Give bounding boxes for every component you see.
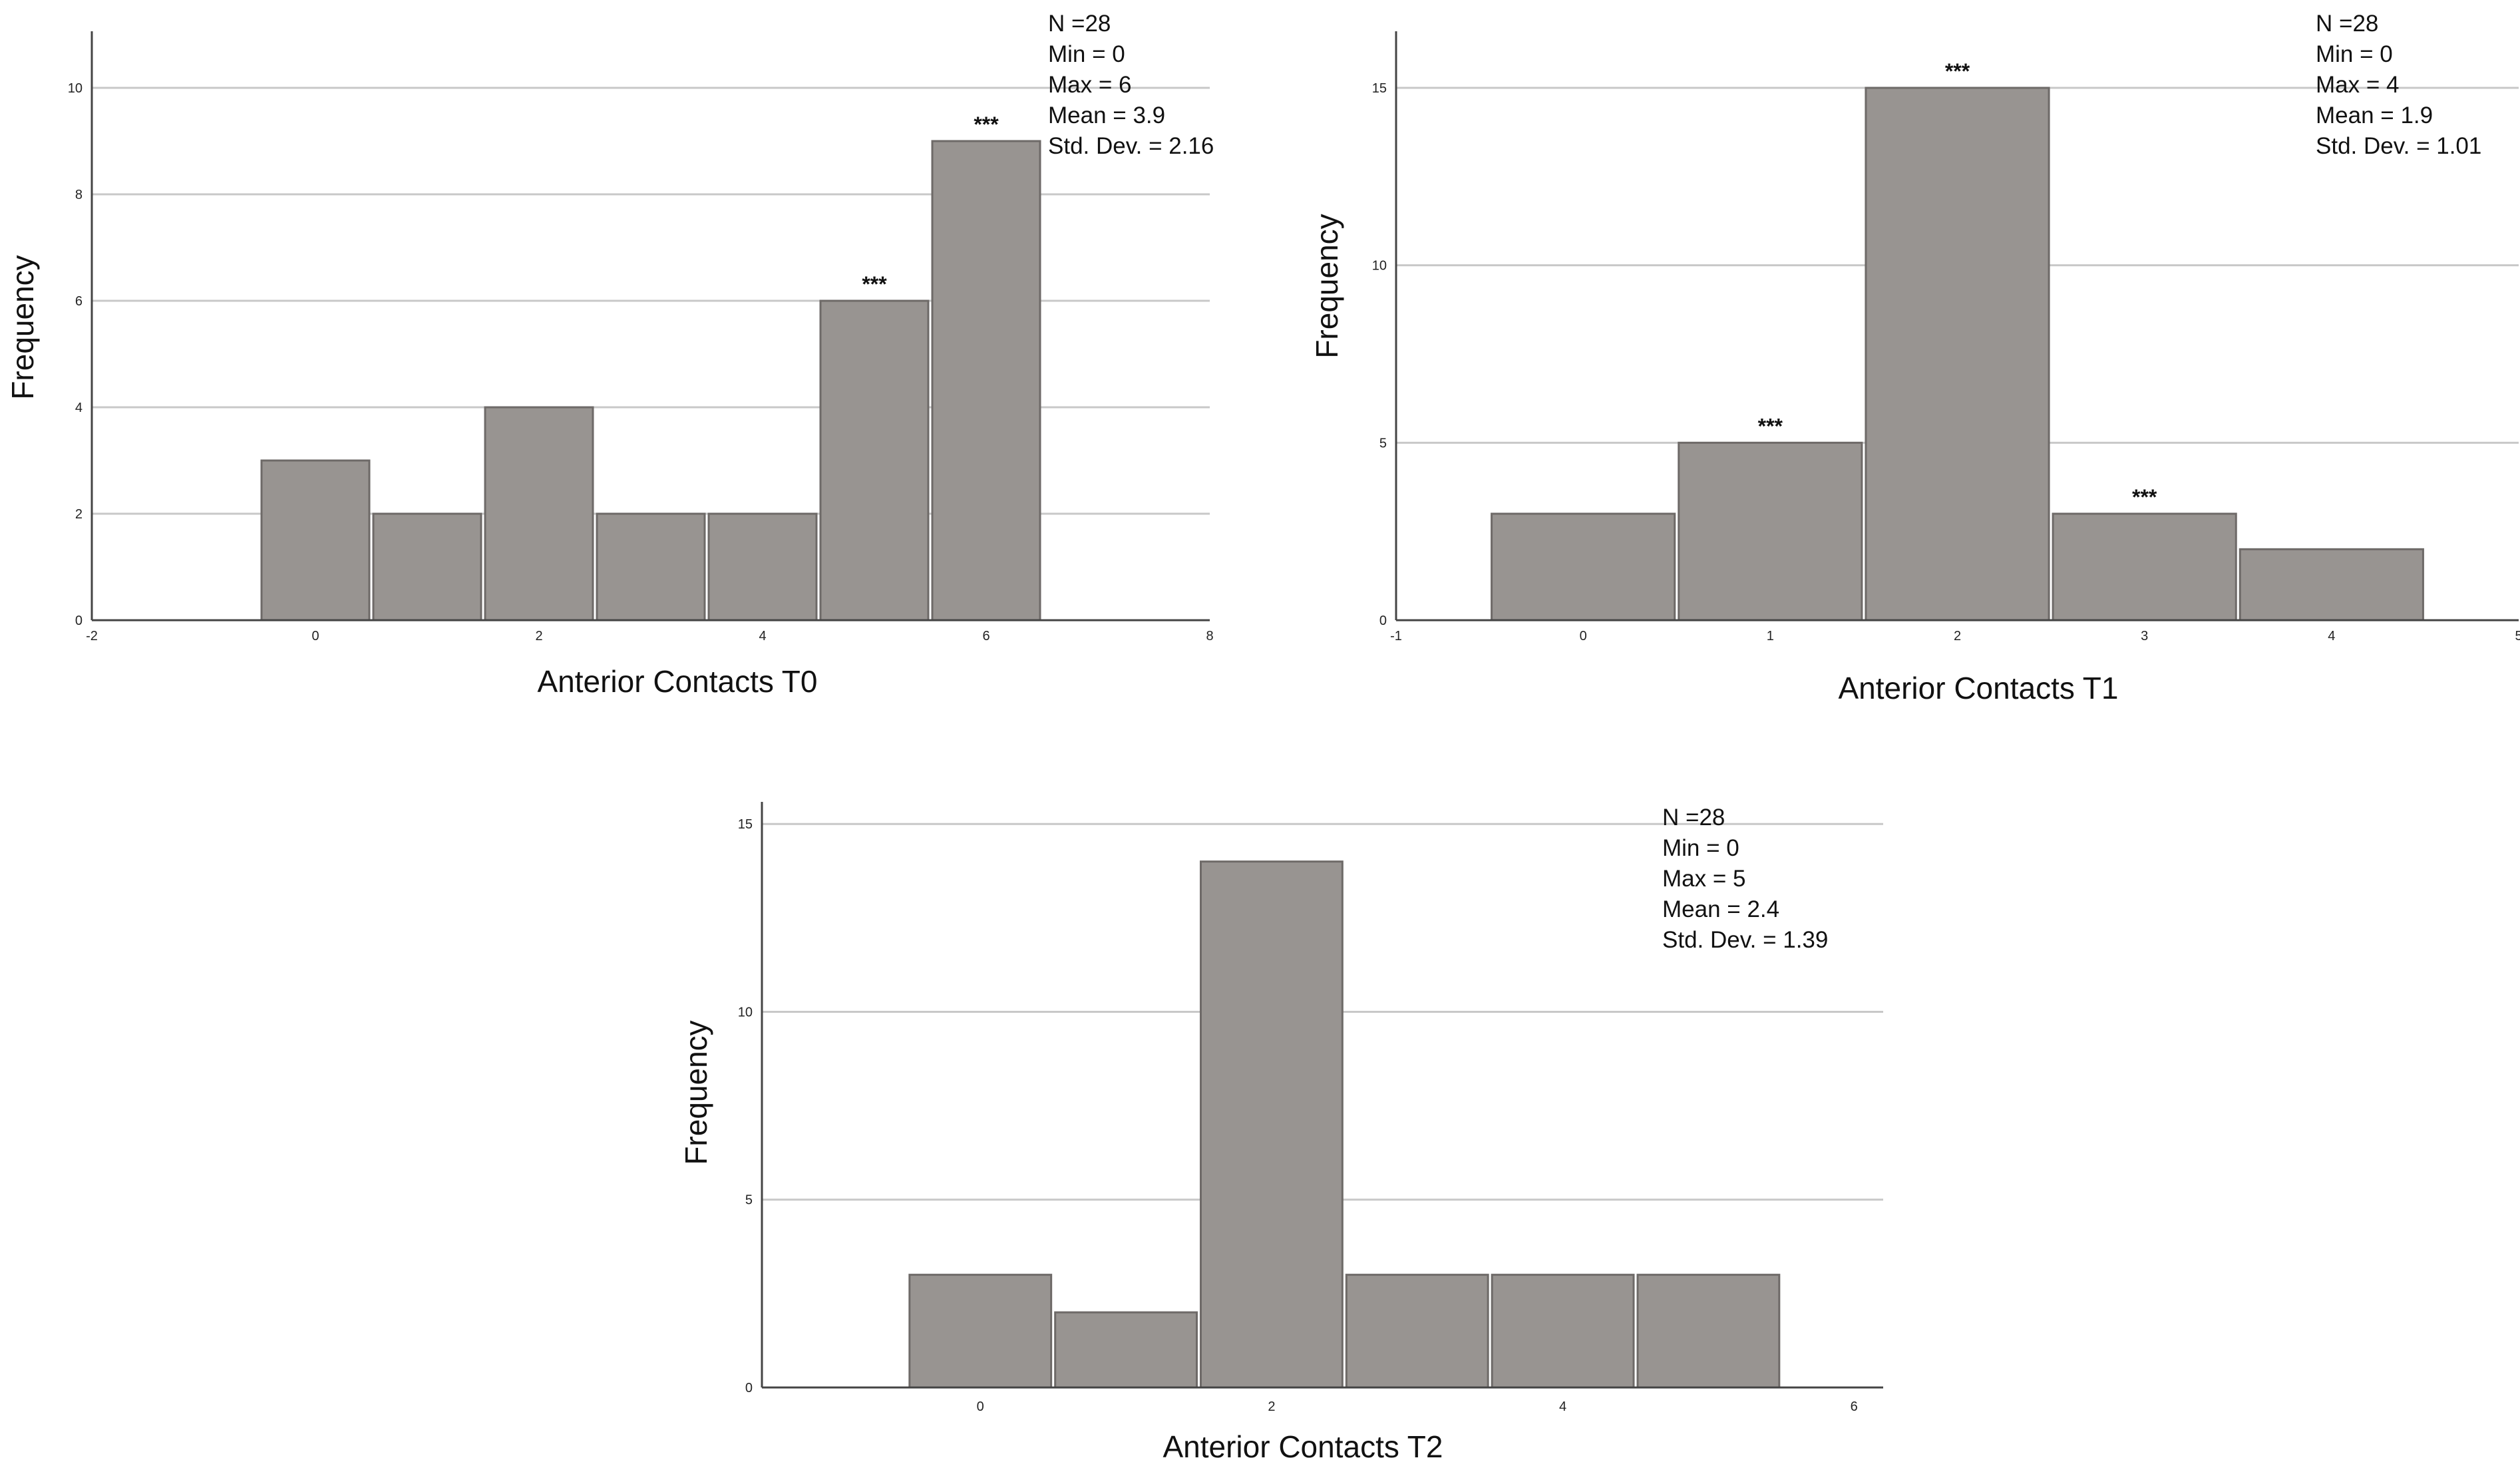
chart-1-x-tick-label: 5 bbox=[2515, 629, 2520, 643]
chart-0-significance-label: *** bbox=[974, 112, 999, 136]
chart-1-stats-line: Std. Dev. = 1.01 bbox=[2316, 133, 2481, 159]
chart-1-y-tick-label: 5 bbox=[1379, 436, 1387, 451]
chart-0-y-axis-title: Frequency bbox=[5, 255, 40, 399]
chart-1-stats-line: Min = 0 bbox=[2316, 41, 2393, 67]
chart-1-y-tick-label: 0 bbox=[1379, 614, 1387, 628]
chart-2-x-axis-title: Anterior Contacts T2 bbox=[1163, 1429, 1443, 1464]
chart-2-stats-line: N =28 bbox=[1662, 805, 1725, 830]
chart-1-x-tick-label: 2 bbox=[1954, 629, 1961, 643]
chart-0-bar bbox=[484, 406, 594, 622]
chart-1-y-tick-label: 10 bbox=[1372, 259, 1387, 274]
chart-1-stats-line: Max = 4 bbox=[2316, 72, 2399, 98]
chart-0-y-tick-label: 4 bbox=[75, 401, 83, 415]
chart-1-x-tick-label: 1 bbox=[1767, 629, 1774, 643]
chart-2-x-tick-label: 2 bbox=[1268, 1399, 1275, 1414]
chart-2-y-tick-label: 5 bbox=[745, 1193, 753, 1208]
chart-1-significance-label: *** bbox=[1758, 414, 1783, 438]
chart-2-stats-line: Max = 5 bbox=[1662, 866, 1745, 892]
chart-0-x-tick-label: 4 bbox=[759, 629, 766, 643]
chart-0-x-tick-label: 0 bbox=[311, 629, 319, 643]
chart-2-bar bbox=[1636, 1274, 1781, 1389]
chart-2-bar bbox=[1345, 1274, 1489, 1389]
chart-2-y-tick-label: 0 bbox=[745, 1381, 753, 1395]
chart-0-x-tick-label: 6 bbox=[982, 629, 990, 643]
chart-0-bar bbox=[596, 512, 706, 622]
chart-1-x-tick-label: 4 bbox=[2328, 629, 2335, 643]
chart-0-y-tick-label: 2 bbox=[75, 507, 83, 522]
chart-1-significance-label: *** bbox=[2132, 485, 2157, 509]
chart-0-y-tick-label: 8 bbox=[75, 188, 83, 202]
chart-2-y-axis-title: Frequency bbox=[679, 1020, 713, 1165]
chart-0-significance-label: *** bbox=[862, 272, 887, 296]
chart-0-x-axis-title: Anterior Contacts T0 bbox=[537, 664, 817, 699]
chart-2-stats-line: Min = 0 bbox=[1662, 835, 1739, 861]
chart-1-bar bbox=[1678, 441, 1863, 622]
chart-2-stats-line: Mean = 2.4 bbox=[1662, 896, 1779, 922]
chart-2-y-tick-label: 10 bbox=[738, 1005, 753, 1019]
chart-1-x-axis-title: Anterior Contacts T1 bbox=[1838, 671, 2118, 705]
chart-2-bar bbox=[908, 1274, 1053, 1389]
chart-0-bar bbox=[819, 299, 930, 622]
chart-0-y-tick-label: 6 bbox=[75, 294, 83, 309]
chart-0-stats-line: Std. Dev. = 2.16 bbox=[1048, 133, 1214, 159]
chart-2-stats-line: Std. Dev. = 1.39 bbox=[1662, 927, 1828, 953]
chart-1-x-tick-label: -1 bbox=[1390, 629, 1402, 643]
chart-0-x-tick-label: -2 bbox=[86, 629, 98, 643]
chart-1-bar bbox=[2052, 512, 2237, 622]
chart-1-x-tick-label: 0 bbox=[1580, 629, 1587, 643]
chart-0-stats-line: Mean = 3.9 bbox=[1048, 102, 1165, 128]
chart-1-significance-label: *** bbox=[1945, 59, 1970, 83]
chart-2-x-tick-label: 0 bbox=[977, 1399, 984, 1414]
chart-0-stats-line: N =28 bbox=[1048, 11, 1111, 37]
chart-2-x-tick-label: 4 bbox=[1559, 1399, 1566, 1414]
chart-2-y-tick-label: 15 bbox=[738, 817, 753, 832]
chart-0-bar bbox=[707, 512, 818, 622]
chart-2-bar bbox=[1491, 1274, 1635, 1389]
chart-1-bar bbox=[2239, 548, 2424, 622]
chart-2-x-tick-label: 6 bbox=[1851, 1399, 1858, 1414]
chart-1-x-tick-label: 3 bbox=[2141, 629, 2148, 643]
chart-0-bar bbox=[260, 459, 371, 622]
chart-1-bar bbox=[1865, 87, 2050, 622]
chart-0-y-tick-label: 10 bbox=[68, 81, 83, 96]
chart-1-stats-line: N =28 bbox=[2316, 11, 2378, 37]
chart-0-y-tick-label: 0 bbox=[75, 614, 83, 628]
chart-2-bar bbox=[1199, 860, 1344, 1389]
chart-1-y-axis-title: Frequency bbox=[1310, 214, 1344, 358]
chart-1-stats-line: Mean = 1.9 bbox=[2316, 102, 2433, 128]
chart-0-bar bbox=[931, 140, 1041, 622]
chart-0-x-tick-label: 8 bbox=[1206, 629, 1213, 643]
chart-1-bar bbox=[1491, 512, 1676, 622]
chart-2-bar bbox=[1054, 1311, 1198, 1389]
chart-0-x-tick-label: 2 bbox=[535, 629, 542, 643]
chart-0-bar bbox=[372, 512, 482, 622]
chart-0-stats-line: Max = 6 bbox=[1048, 72, 1131, 98]
chart-0-stats-line: Min = 0 bbox=[1048, 41, 1125, 67]
chart-1-y-tick-label: 15 bbox=[1372, 81, 1387, 96]
